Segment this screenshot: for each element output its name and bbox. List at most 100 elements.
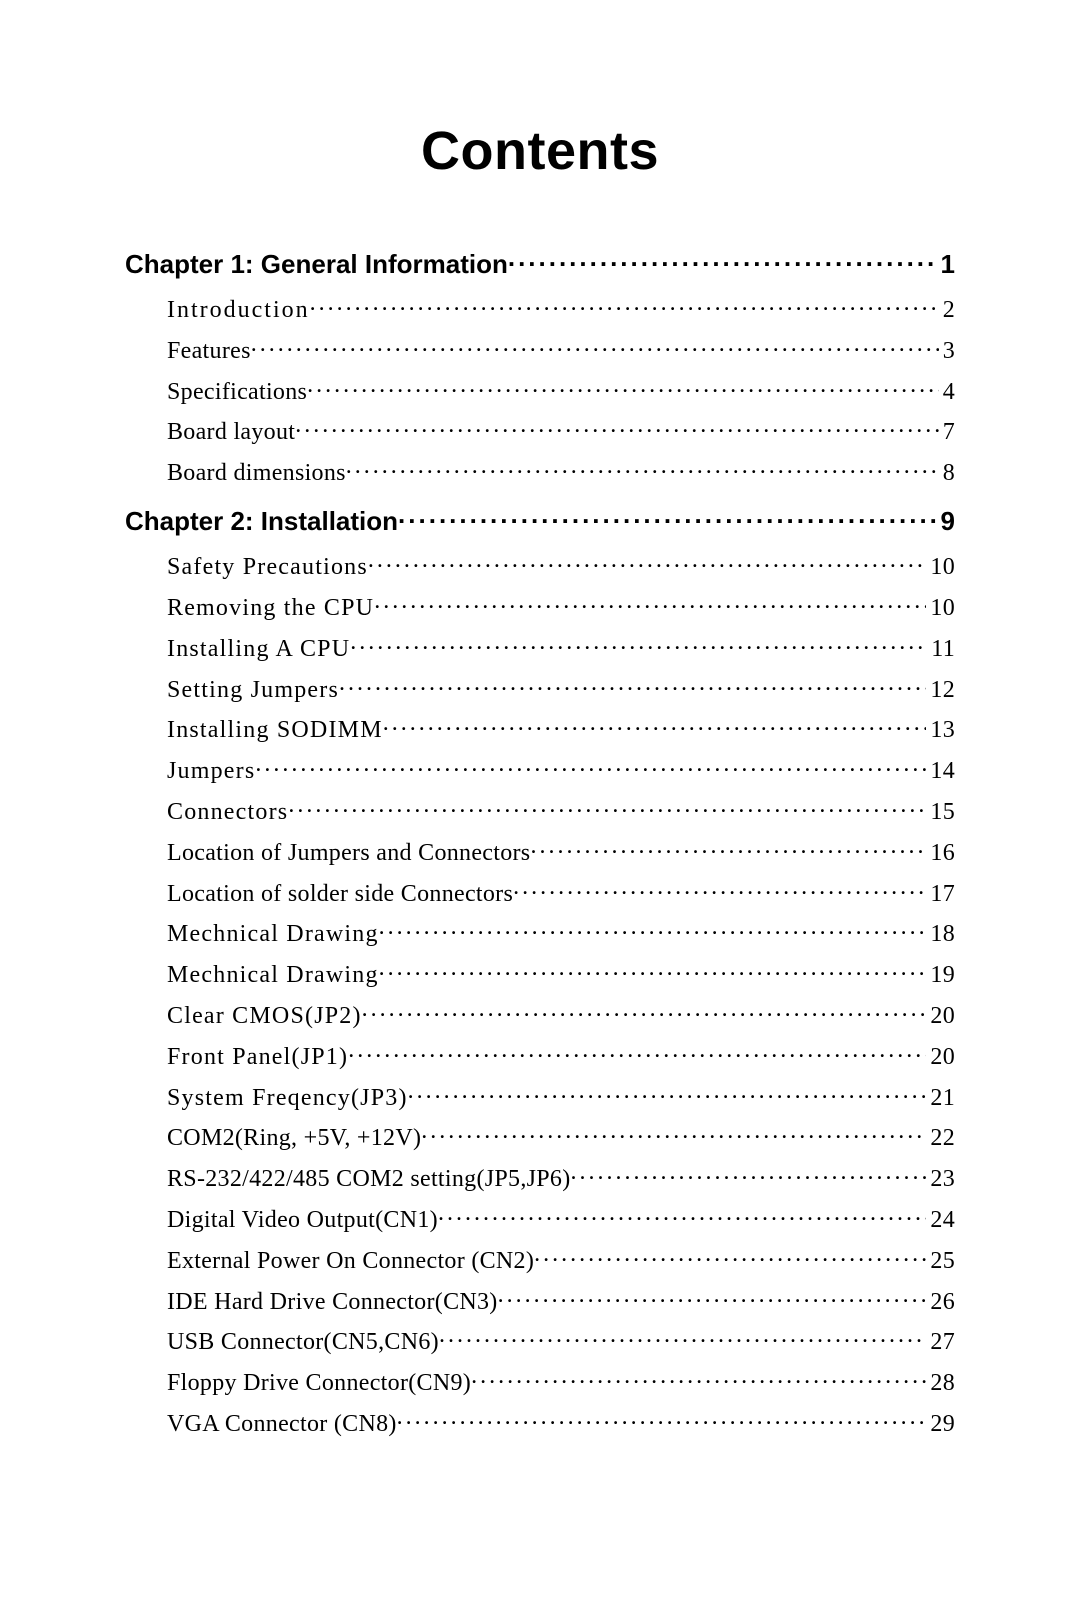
chapter-heading: Chapter 2: Installation 9 xyxy=(125,499,955,537)
dot-leader xyxy=(362,994,927,1023)
dot-leader xyxy=(498,1280,927,1309)
toc-item: VGA Connector (CN8)29 xyxy=(125,1402,955,1438)
dot-leader xyxy=(255,749,926,778)
chapter-label: Chapter 1: General Information xyxy=(125,249,508,280)
dot-leader xyxy=(513,872,926,901)
chapter-heading: Chapter 1: General Information 1 xyxy=(125,242,955,280)
toc-item: Floppy Drive Connector(CN9) 28 xyxy=(125,1361,955,1397)
item-label: Installing SODIMM xyxy=(167,717,383,744)
dot-leader xyxy=(421,1117,926,1146)
chapter-page: 1 xyxy=(937,249,955,280)
dot-leader xyxy=(379,913,927,942)
item-label: Introduction xyxy=(167,297,310,324)
dot-leader xyxy=(307,370,939,399)
toc-item: Board dimensions 8 xyxy=(125,451,955,487)
dot-leader xyxy=(534,1239,926,1268)
dot-leader xyxy=(571,1157,927,1186)
toc-item: RS-232/422/485 COM2 setting(JP5,JP6) 23 xyxy=(125,1157,955,1193)
item-page: 20 xyxy=(926,1003,955,1030)
item-label: System Freqency(JP3) xyxy=(167,1085,408,1112)
dot-leader xyxy=(348,1035,926,1064)
dot-leader xyxy=(530,831,926,860)
item-label: Floppy Drive Connector(CN9) xyxy=(167,1370,471,1397)
item-page: 7 xyxy=(939,419,955,446)
item-page: 24 xyxy=(926,1207,955,1234)
toc-item: Location of Jumpers and Connectors16 xyxy=(125,831,955,867)
item-label: Removing the CPU xyxy=(167,595,374,622)
dot-leader xyxy=(346,451,939,480)
item-page: 13 xyxy=(926,717,955,744)
item-label: Board dimensions xyxy=(167,460,346,487)
toc-item: Setting Jumpers 12 xyxy=(125,668,955,704)
toc-item: External Power On Connector (CN2) 25 xyxy=(125,1239,955,1275)
item-page: 25 xyxy=(926,1248,955,1275)
page-title: Contents xyxy=(125,120,955,182)
toc-item: Jumpers 14 xyxy=(125,749,955,785)
dot-leader xyxy=(439,1321,926,1350)
dot-leader xyxy=(383,709,927,738)
item-page: 20 xyxy=(926,1044,955,1071)
item-page: 10 xyxy=(926,554,955,581)
item-page: 19 xyxy=(926,962,955,989)
toc-item: Removing the CPU 10 xyxy=(125,586,955,622)
item-label: Installing A CPU xyxy=(167,636,350,663)
item-label: Setting Jumpers xyxy=(167,677,339,704)
item-label: Specifications xyxy=(167,379,307,406)
toc-item: Digital Video Output(CN1)24 xyxy=(125,1198,955,1234)
item-page: 22 xyxy=(926,1125,955,1152)
item-label: Jumpers xyxy=(167,758,255,785)
dot-leader xyxy=(251,329,939,358)
dot-leader xyxy=(508,242,937,273)
table-of-contents: Chapter 1: General Information 1 Introduct… xyxy=(125,242,955,1438)
item-label: RS-232/422/485 COM2 setting(JP5,JP6) xyxy=(167,1166,571,1193)
dot-leader xyxy=(397,1402,927,1431)
toc-item: Installing SODIMM 13 xyxy=(125,709,955,745)
dot-leader xyxy=(295,411,938,440)
toc-item: Connectors15 xyxy=(125,790,955,826)
item-page: 12 xyxy=(926,677,955,704)
item-label: Mechnical Drawing xyxy=(167,962,379,989)
dot-leader xyxy=(374,586,926,615)
toc-item: Installing A CPU 11 xyxy=(125,627,955,663)
dot-leader xyxy=(339,668,926,697)
toc-item: Introduction2 xyxy=(125,288,955,324)
item-label: VGA Connector (CN8) xyxy=(167,1411,397,1438)
toc-item: COM2(Ring, +5V, +12V) 22 xyxy=(125,1117,955,1153)
toc-item: USB Connector(CN5,CN6) 27 xyxy=(125,1321,955,1357)
item-page: 10 xyxy=(926,595,955,622)
item-label: USB Connector(CN5,CN6) xyxy=(167,1329,439,1356)
toc-item: IDE Hard Drive Connector(CN3)26 xyxy=(125,1280,955,1316)
item-page: 17 xyxy=(926,881,955,908)
dot-leader xyxy=(310,288,939,317)
chapter-page: 9 xyxy=(937,506,955,537)
dot-leader xyxy=(398,499,936,530)
item-label: Front Panel(JP1) xyxy=(167,1044,348,1071)
item-page: 4 xyxy=(939,379,955,406)
dot-leader xyxy=(438,1198,926,1227)
item-label: Mechnical Drawing xyxy=(167,921,379,948)
toc-item: Safety Precautions10 xyxy=(125,545,955,581)
item-page: 11 xyxy=(927,636,955,663)
item-label: COM2(Ring, +5V, +12V) xyxy=(167,1125,421,1152)
chapter-label: Chapter 2: Installation xyxy=(125,506,398,537)
item-page: 27 xyxy=(926,1329,955,1356)
item-label: External Power On Connector (CN2) xyxy=(167,1248,534,1275)
item-label: Clear CMOS(JP2) xyxy=(167,1003,362,1030)
item-page: 28 xyxy=(926,1370,955,1397)
dot-leader xyxy=(368,545,927,574)
item-page: 16 xyxy=(926,840,955,867)
dot-leader xyxy=(350,627,927,656)
item-label: Connectors xyxy=(167,799,288,826)
toc-item: Board layout 7 xyxy=(125,411,955,447)
dot-leader xyxy=(379,953,927,982)
item-page: 14 xyxy=(926,758,955,785)
item-page: 3 xyxy=(939,338,955,365)
item-page: 23 xyxy=(926,1166,955,1193)
item-label: Location of solder side Connectors xyxy=(167,881,513,908)
dot-leader xyxy=(408,1076,927,1105)
toc-item: System Freqency(JP3)21 xyxy=(125,1076,955,1112)
item-label: Board layout xyxy=(167,419,295,446)
dot-leader xyxy=(471,1361,926,1390)
toc-item: Location of solder side Connectors 17 xyxy=(125,872,955,908)
toc-item: Mechnical Drawing 19 xyxy=(125,953,955,989)
